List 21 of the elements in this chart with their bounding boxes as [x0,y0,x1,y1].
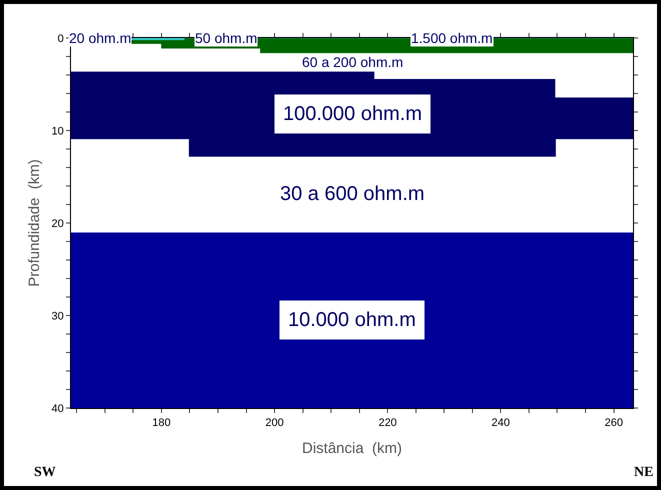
text: SW [34,465,56,480]
text: NE [634,465,654,480]
x-axis-title: Distância (km) [302,440,402,458]
x-tick-label: 220 [378,417,397,430]
x-tick-label: 240 [492,417,510,430]
x-tick-label: 180 [152,417,171,430]
y-tick-label: 20 [52,218,64,230]
series-label: 100.000 ohm.m [283,103,422,125]
y-tick-label: 30 [52,310,64,322]
series-label: 30 a 600 ohm.m [280,183,425,205]
x-tick-label: 260 [604,417,623,430]
series-label: 60 a 200 ohm.m [302,54,404,70]
x-tick-label: 200 [265,417,284,430]
annotation: 50 ohm.m [195,30,258,46]
y-tick-label: 10 [52,125,64,138]
y-tick-label: 40 [52,402,64,415]
annotation: 1.500 ohm.m [411,30,493,46]
series-label: 10.000 ohm.m [288,309,416,331]
y-axis-title: Profundidade (km) [26,159,43,287]
y-tick-label: 0 [58,32,64,45]
annotation: 20 ohm.m [69,30,132,46]
